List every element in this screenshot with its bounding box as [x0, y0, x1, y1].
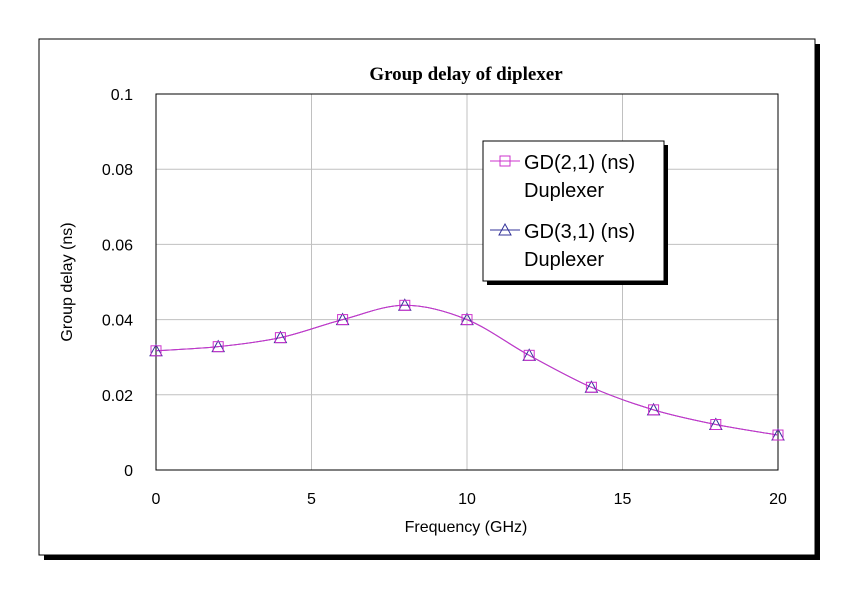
x-tick-label: 5: [307, 491, 316, 508]
x-tick-label: 15: [614, 491, 632, 508]
y-tick-label: 0.02: [102, 388, 133, 405]
x-tick-label: 10: [458, 491, 476, 508]
series-1-square-marker: [212, 341, 224, 353]
series-layer: [149, 298, 785, 441]
chart-title: Group delay of diplexer: [369, 64, 563, 85]
series-1-square-marker: [710, 419, 722, 431]
series-1-line: [155, 304, 779, 436]
plot-area: [155, 93, 779, 471]
y-tick-label: 0: [124, 463, 133, 480]
series-1-square-marker: [585, 381, 597, 393]
y-axis-label: Group delay (ns): [59, 222, 76, 341]
y-tick-label: 0.06: [102, 237, 133, 254]
series-1-square-marker: [274, 332, 286, 344]
series-1-square-marker: [523, 349, 535, 361]
y-tick-label: 0.08: [102, 162, 133, 179]
x-tick-label: 20: [769, 491, 787, 508]
y-tick-label: 0.1: [111, 87, 133, 104]
legend-series-1-sublabel: Duplexer: [524, 180, 604, 202]
legend-triangle-marker-icon: [498, 222, 512, 236]
y-tick-label: 0.04: [102, 313, 133, 330]
series-1-square-marker: [648, 404, 660, 416]
series-1-square-marker: [772, 429, 784, 441]
series-1-square-marker: [150, 345, 162, 357]
x-tick-label: 0: [152, 491, 161, 508]
chart-frame: [38, 38, 816, 556]
x-axis-label: Frequency (GHz): [405, 519, 528, 536]
legend-series-2-sublabel: Duplexer: [524, 249, 604, 271]
axis-ticks: 0 5 10 15 20 0 0.02 0.04 0.06 0.08 0.1: [102, 87, 787, 508]
legend-series-2-label: GD(3,1) (ns): [524, 221, 635, 243]
legend-box: [482, 140, 665, 282]
series-1-square-marker: [337, 314, 349, 326]
series-1-square-marker: [461, 314, 473, 326]
legend-series-1-label: GD(2,1) (ns): [524, 152, 635, 174]
legend-square-marker-icon: [499, 155, 511, 167]
legend: GD(2,1) (ns) Duplexer GD(3,1) (ns) Duple…: [482, 140, 668, 285]
series-1-square-marker: [399, 299, 411, 311]
